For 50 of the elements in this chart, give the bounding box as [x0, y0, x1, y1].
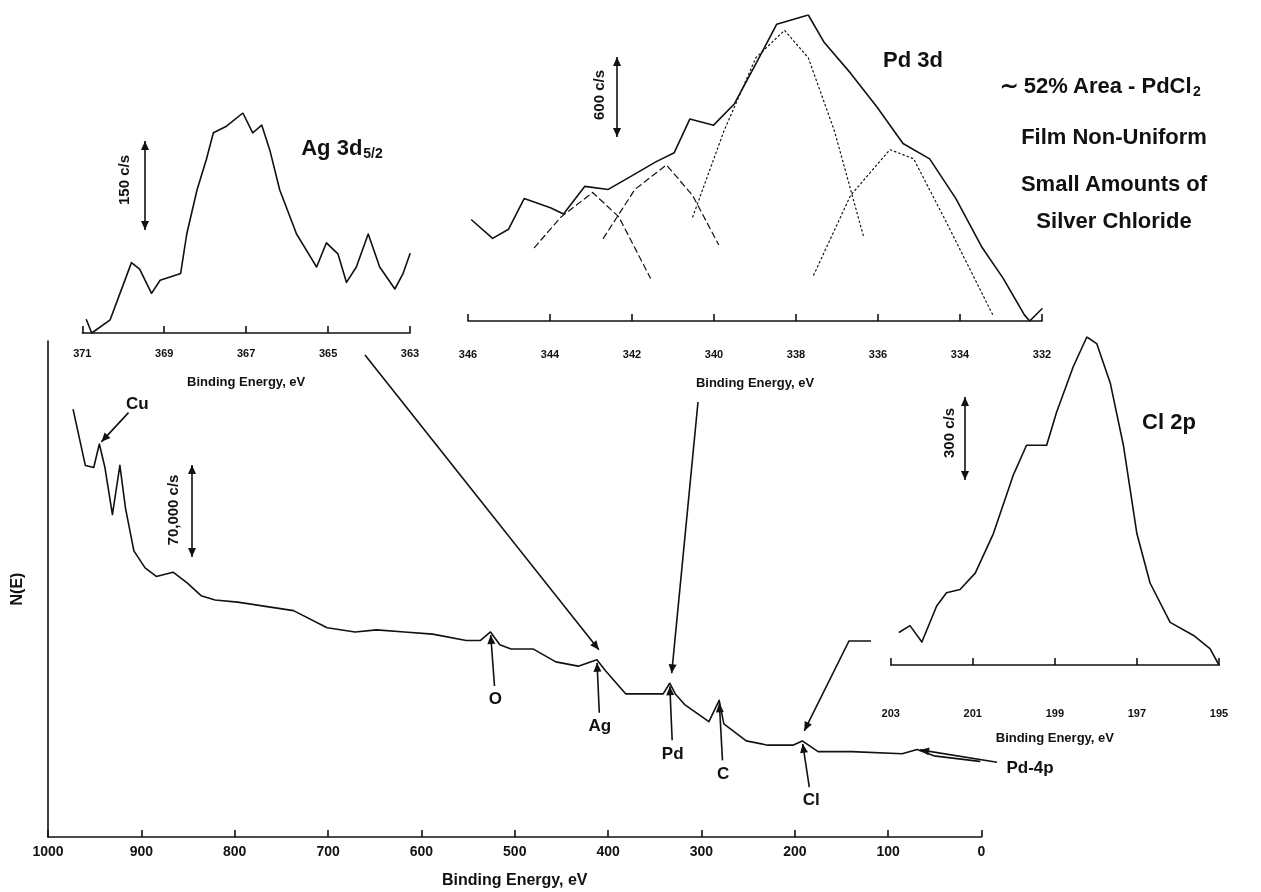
annotation: Silver Chloride	[1036, 207, 1192, 233]
annotation: Cl	[802, 790, 820, 810]
annotation: C	[717, 763, 730, 783]
x-axis-title: Binding Energy, eV	[442, 870, 588, 888]
x-tick-label: 300	[689, 843, 714, 859]
text: Cl 2p	[1142, 408, 1196, 434]
annotation: 70,000 c/s	[163, 474, 181, 546]
x-tick-label: 363	[400, 346, 420, 359]
x-axis-title: Binding Energy, eV	[187, 374, 306, 389]
x-tick-label: 367	[236, 346, 256, 359]
x-tick-label: 365	[318, 346, 338, 359]
x-tick-label: 100	[876, 843, 901, 859]
annotation: Pd-4p	[1006, 757, 1054, 777]
annotation: Film Non-Uniform	[1021, 123, 1207, 149]
annotation: 300 c/s	[939, 407, 957, 459]
annotation: Cu	[126, 393, 149, 413]
x-tick-label: 201	[963, 706, 982, 719]
annotation: Pd	[661, 743, 684, 763]
x-tick-label: 203	[881, 706, 900, 719]
x-tick-label: 332	[1032, 347, 1052, 360]
x-tick-label: 700	[316, 843, 340, 859]
x-tick-label: 200	[783, 843, 807, 859]
y-axis-title: N(E)	[7, 572, 25, 606]
x-tick-label: 334	[950, 347, 971, 360]
x-tick-label: 342	[622, 347, 642, 360]
annotation: 600 c/s	[589, 69, 607, 121]
x-tick-label: 800	[223, 843, 247, 859]
x-tick-label: 195	[1209, 706, 1229, 719]
annotation: 150 c/s	[114, 154, 132, 206]
x-tick-label: 1000	[32, 843, 64, 859]
x-tick-label: 371	[73, 346, 92, 359]
x-axis-title: Binding Energy, eV	[995, 730, 1115, 745]
annotation: Small Amounts of	[1020, 170, 1208, 196]
x-tick-label: 400	[596, 843, 620, 859]
x-tick-label: 600	[409, 843, 434, 859]
x-tick-label: 344	[540, 347, 561, 360]
x-tick-label: 369	[155, 346, 174, 359]
x-tick-label: 197	[1127, 706, 1147, 719]
x-axis-title: Binding Energy, eV	[695, 375, 815, 390]
annotation: Ag	[588, 716, 612, 736]
x-tick-label: 346	[458, 347, 478, 360]
x-tick-label: 338	[786, 347, 806, 360]
x-tick-label: 336	[868, 347, 888, 360]
x-tick-label: 0	[977, 843, 986, 859]
x-tick-label: 199	[1045, 706, 1065, 719]
annotation: O	[488, 689, 503, 709]
x-tick-label: 500	[503, 843, 527, 859]
x-tick-label: 900	[129, 843, 154, 859]
text: Pd 3d	[883, 46, 943, 72]
x-tick-label: 340	[704, 347, 724, 360]
